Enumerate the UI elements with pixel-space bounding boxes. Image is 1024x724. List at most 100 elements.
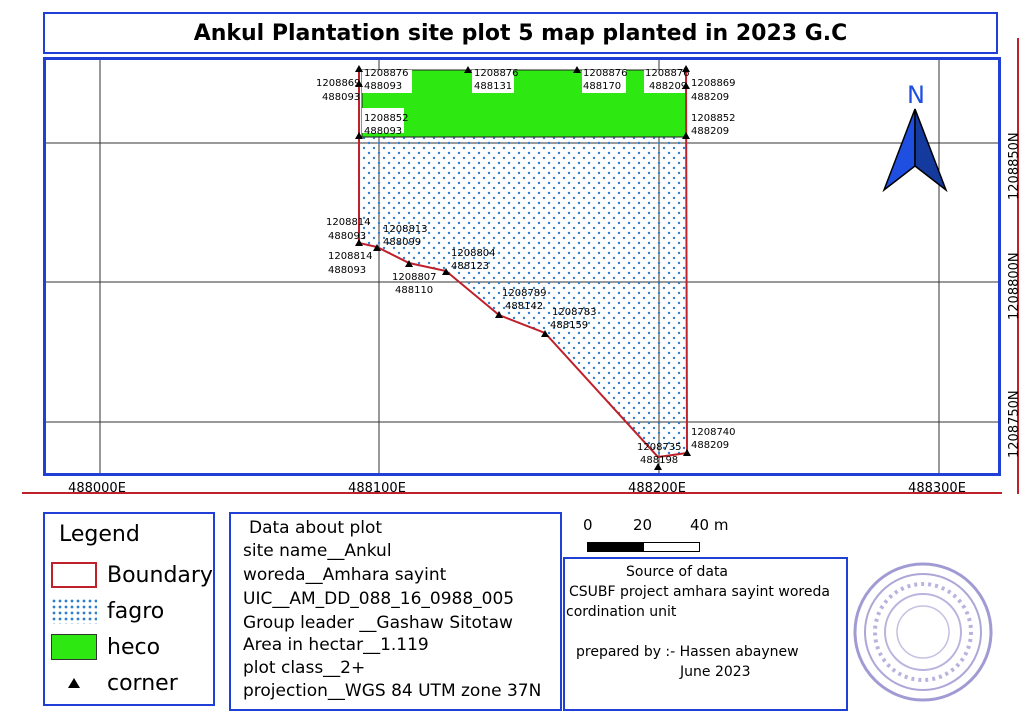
- source-line: CSUBF project amhara sayint woreda: [569, 584, 830, 600]
- map-title-text: Ankul Plantation site plot 5 map planted…: [193, 20, 848, 46]
- corner-label-e: 488093: [328, 265, 366, 276]
- plot-data-box: Data about plot site name__Ankul woreda_…: [229, 512, 562, 711]
- scale-label: 0: [583, 516, 593, 534]
- map-canvas: 1208869 488093 1208876 488093 1208876 48…: [46, 60, 998, 473]
- corner-label-e: 488093: [364, 126, 402, 137]
- map-frame: 1208869 488093 1208876 488093 1208876 48…: [43, 57, 1001, 476]
- scale-label: 40 m: [690, 516, 729, 534]
- corner-label-e: 488209: [691, 126, 729, 137]
- corner-label-e: 488123: [451, 261, 489, 272]
- bottom-axis-line: [22, 492, 1002, 494]
- corner-icon: [51, 670, 97, 696]
- corner-marker: [464, 66, 472, 73]
- plot-data-line: UIC__AM_DD_088_16_0988_005: [243, 589, 515, 609]
- corner-label-n: 1208852: [364, 113, 409, 124]
- corner-label-n: 1208869: [316, 78, 361, 89]
- fagro-area: [359, 137, 687, 457]
- legend-item-heco: heco: [51, 634, 160, 660]
- corner-label-n: 1208740: [691, 427, 736, 438]
- corner-label-n: 1208876: [474, 68, 519, 79]
- x-tick-label: 488300E: [908, 481, 966, 496]
- source-title: Source of data: [626, 564, 729, 580]
- corner-label-e: 488209: [691, 92, 729, 103]
- corner-label-n: 1208852: [691, 113, 736, 124]
- x-tick-label: 488200E: [628, 481, 686, 496]
- corner-marker: [495, 311, 503, 318]
- corner-label-e: 488142: [505, 301, 543, 312]
- plot-data-title: Data about plot: [249, 518, 383, 538]
- heco-swatch: [51, 634, 97, 660]
- plot-data-line: Group leader __Gashaw Sitotaw: [243, 613, 513, 633]
- corner-marker: [405, 260, 413, 267]
- y-tick-label: 1208850N: [1007, 132, 1022, 200]
- legend-item-label: heco: [107, 634, 161, 660]
- plot-data-line: Area in hectar__1.119: [243, 635, 429, 655]
- corner-label-e: 488198: [640, 455, 678, 466]
- corner-marker: [355, 239, 363, 246]
- scale-label: 20: [633, 516, 653, 534]
- corner-marker: [541, 330, 549, 337]
- legend-item-fagro: fagro: [51, 598, 164, 624]
- corner-marker: [682, 82, 690, 89]
- corner-label-e: 488159: [550, 320, 588, 331]
- heco-label-notches: [362, 70, 686, 133]
- corner-label-e: 488110: [395, 285, 433, 296]
- corner-marker: [682, 132, 690, 139]
- corner-marker: [682, 65, 690, 72]
- corner-marker: [373, 244, 381, 251]
- corner-marker: [683, 449, 691, 456]
- corner-label-n: 1208804: [451, 248, 496, 259]
- y-tick-label: 1208750N: [1007, 390, 1022, 458]
- scale-segment: [587, 542, 644, 552]
- prepared-date: June 2023: [680, 664, 751, 680]
- corner-label-n: 1208876: [583, 68, 628, 79]
- corner-label-e: 488093: [328, 231, 366, 242]
- prepared-by: prepared by :- Hassen abaynew: [576, 644, 799, 660]
- corner-label-e: 488131: [474, 81, 512, 92]
- corner-label-n: 1208876: [645, 68, 690, 79]
- x-tick-label: 488100E: [348, 481, 406, 496]
- right-axis-line: [1017, 38, 1019, 494]
- legend-item-label: corner: [107, 670, 178, 696]
- corner-marker: [573, 66, 581, 73]
- boundary-swatch: [51, 562, 97, 588]
- corner-label-n: 1208814: [328, 251, 373, 262]
- corner-label-n: 1208807: [392, 272, 437, 283]
- corner-label-e: 488209: [691, 440, 729, 451]
- corner-marker: [355, 65, 363, 72]
- source-line: cordination unit: [566, 604, 677, 620]
- legend-item-label: fagro: [107, 598, 165, 624]
- corner-label-n: 1208735: [637, 442, 682, 453]
- map-title: Ankul Plantation site plot 5 map planted…: [43, 12, 998, 54]
- corner-label-e: 488209: [649, 81, 687, 92]
- legend-title: Legend: [59, 522, 140, 547]
- plot-data-line: woreda__Amhara sayint: [243, 565, 447, 585]
- north-arrow-icon: [882, 108, 948, 193]
- corner-marker: [654, 463, 662, 470]
- scale-bar: 0 20 40 m: [580, 512, 740, 557]
- plot-data-line: projection__WGS 84 UTM zone 37N: [243, 681, 542, 701]
- plot-data-line: plot class__2+: [243, 658, 366, 678]
- corner-label-n: 1208789: [502, 288, 547, 299]
- corner-label-n: 1208869: [691, 78, 736, 89]
- official-seal-icon: [853, 562, 993, 702]
- scale-segment: [643, 542, 700, 552]
- corner-label-e: 488170: [583, 81, 621, 92]
- source-box: Source of data CSUBF project amhara sayi…: [563, 557, 848, 711]
- corner-marker: [355, 80, 363, 87]
- corner-label-n: 1208876: [364, 68, 409, 79]
- corner-label-e: 488093: [364, 81, 402, 92]
- corner-label-e: 488099: [383, 237, 421, 248]
- fagro-swatch: [51, 598, 97, 624]
- legend-item-label: Boundary: [107, 562, 213, 588]
- north-label: N: [907, 81, 925, 109]
- plot-data-line: site name__Ankul: [243, 541, 392, 561]
- x-tick-label: 488000E: [68, 481, 126, 496]
- y-tick-label: 1208800N: [1007, 252, 1022, 320]
- legend-box: Legend Boundary fagro heco corner: [43, 512, 215, 706]
- corner-label-e: 488093: [322, 92, 360, 103]
- boundary-line: [358, 69, 689, 459]
- legend-item-corner: corner: [51, 670, 178, 696]
- corner-label-n: 1208813: [383, 224, 428, 235]
- corner-marker: [355, 132, 363, 139]
